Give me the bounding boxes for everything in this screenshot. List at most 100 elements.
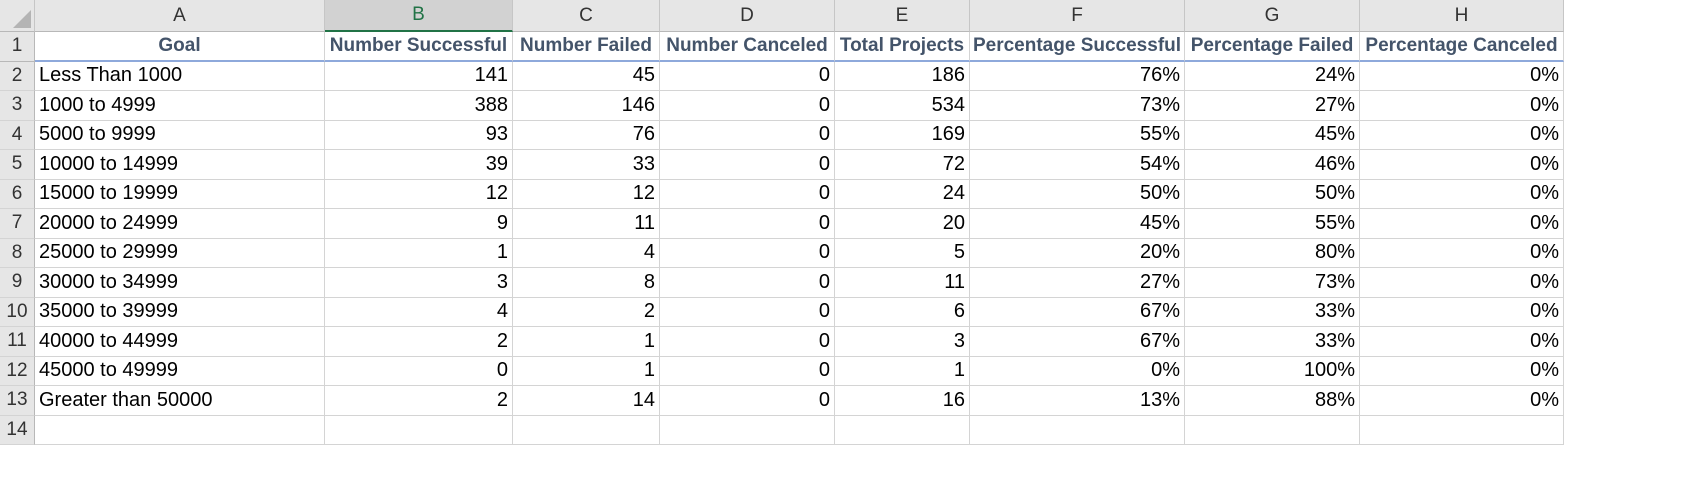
row-header-9[interactable]: 9 bbox=[0, 268, 35, 298]
value-cell[interactable]: 0% bbox=[1360, 297, 1564, 327]
goal-cell[interactable]: 25000 to 29999 bbox=[35, 238, 325, 268]
value-cell[interactable]: 0 bbox=[660, 356, 835, 386]
value-cell[interactable]: 55% bbox=[970, 120, 1185, 150]
row-header-4[interactable]: 4 bbox=[0, 120, 35, 150]
value-cell[interactable]: 0 bbox=[660, 91, 835, 121]
value-cell[interactable]: 11 bbox=[835, 268, 970, 298]
value-cell[interactable]: 24% bbox=[1185, 61, 1360, 91]
value-cell[interactable]: 0 bbox=[660, 238, 835, 268]
value-cell[interactable]: 0 bbox=[660, 120, 835, 150]
value-cell[interactable]: 6 bbox=[835, 297, 970, 327]
column-title-cell[interactable]: Percentage Canceled bbox=[1360, 32, 1564, 62]
row-header-1[interactable]: 1 bbox=[0, 32, 35, 62]
value-cell[interactable]: 46% bbox=[1185, 150, 1360, 180]
goal-cell[interactable]: Less Than 1000 bbox=[35, 61, 325, 91]
value-cell[interactable]: 45 bbox=[513, 61, 660, 91]
value-cell[interactable]: 0 bbox=[660, 179, 835, 209]
row-header-13[interactable]: 13 bbox=[0, 386, 35, 416]
value-cell[interactable]: 1 bbox=[835, 356, 970, 386]
value-cell[interactable]: 2 bbox=[325, 386, 513, 416]
value-cell[interactable]: 0% bbox=[1360, 238, 1564, 268]
column-title-cell[interactable]: Number Failed bbox=[513, 32, 660, 62]
value-cell[interactable]: 534 bbox=[835, 91, 970, 121]
row-header-10[interactable]: 10 bbox=[0, 297, 35, 327]
row-header-12[interactable]: 12 bbox=[0, 356, 35, 386]
value-cell[interactable]: 0% bbox=[1360, 61, 1564, 91]
value-cell[interactable]: 100% bbox=[1185, 356, 1360, 386]
value-cell[interactable]: 50% bbox=[1185, 179, 1360, 209]
value-cell[interactable]: 50% bbox=[970, 179, 1185, 209]
value-cell[interactable]: 73% bbox=[970, 91, 1185, 121]
value-cell[interactable]: 76% bbox=[970, 61, 1185, 91]
value-cell[interactable]: 33% bbox=[1185, 327, 1360, 357]
column-title-cell[interactable]: Goal bbox=[35, 32, 325, 62]
value-cell[interactable]: 1 bbox=[513, 327, 660, 357]
value-cell[interactable]: 0 bbox=[660, 61, 835, 91]
value-cell[interactable]: 2 bbox=[325, 327, 513, 357]
column-header-f[interactable]: F bbox=[970, 0, 1185, 32]
empty-cell[interactable] bbox=[35, 415, 325, 445]
value-cell[interactable]: 39 bbox=[325, 150, 513, 180]
value-cell[interactable]: 88% bbox=[1185, 386, 1360, 416]
goal-cell[interactable]: 1000 to 4999 bbox=[35, 91, 325, 121]
value-cell[interactable]: 4 bbox=[325, 297, 513, 327]
value-cell[interactable]: 0% bbox=[1360, 91, 1564, 121]
empty-cell[interactable] bbox=[970, 415, 1185, 445]
value-cell[interactable]: 0% bbox=[1360, 209, 1564, 239]
goal-cell[interactable]: Greater than 50000 bbox=[35, 386, 325, 416]
value-cell[interactable]: 0 bbox=[660, 268, 835, 298]
value-cell[interactable]: 0% bbox=[1360, 327, 1564, 357]
value-cell[interactable]: 12 bbox=[325, 179, 513, 209]
empty-cell[interactable] bbox=[513, 415, 660, 445]
value-cell[interactable]: 0 bbox=[660, 327, 835, 357]
value-cell[interactable]: 45% bbox=[1185, 120, 1360, 150]
value-cell[interactable]: 24 bbox=[835, 179, 970, 209]
value-cell[interactable]: 0% bbox=[970, 356, 1185, 386]
select-all-corner[interactable] bbox=[0, 0, 35, 32]
value-cell[interactable]: 0% bbox=[1360, 179, 1564, 209]
value-cell[interactable]: 2 bbox=[513, 297, 660, 327]
column-title-cell[interactable]: Number Successful bbox=[325, 32, 513, 62]
column-header-e[interactable]: E bbox=[835, 0, 970, 32]
column-title-cell[interactable]: Number Canceled bbox=[660, 32, 835, 62]
value-cell[interactable]: 20% bbox=[970, 238, 1185, 268]
empty-cell[interactable] bbox=[835, 415, 970, 445]
row-header-8[interactable]: 8 bbox=[0, 238, 35, 268]
value-cell[interactable]: 1 bbox=[325, 238, 513, 268]
column-header-b[interactable]: B bbox=[325, 0, 513, 32]
value-cell[interactable]: 0% bbox=[1360, 356, 1564, 386]
value-cell[interactable]: 0% bbox=[1360, 150, 1564, 180]
goal-cell[interactable]: 5000 to 9999 bbox=[35, 120, 325, 150]
goal-cell[interactable]: 30000 to 34999 bbox=[35, 268, 325, 298]
row-header-6[interactable]: 6 bbox=[0, 179, 35, 209]
value-cell[interactable]: 80% bbox=[1185, 238, 1360, 268]
value-cell[interactable]: 33 bbox=[513, 150, 660, 180]
value-cell[interactable]: 9 bbox=[325, 209, 513, 239]
value-cell[interactable]: 0 bbox=[660, 150, 835, 180]
goal-cell[interactable]: 10000 to 14999 bbox=[35, 150, 325, 180]
column-title-cell[interactable]: Percentage Successful bbox=[970, 32, 1185, 62]
value-cell[interactable]: 14 bbox=[513, 386, 660, 416]
empty-cell[interactable] bbox=[1360, 415, 1564, 445]
value-cell[interactable]: 76 bbox=[513, 120, 660, 150]
value-cell[interactable]: 1 bbox=[513, 356, 660, 386]
column-header-a[interactable]: A bbox=[35, 0, 325, 32]
value-cell[interactable]: 8 bbox=[513, 268, 660, 298]
value-cell[interactable]: 11 bbox=[513, 209, 660, 239]
value-cell[interactable]: 0 bbox=[660, 209, 835, 239]
value-cell[interactable]: 93 bbox=[325, 120, 513, 150]
value-cell[interactable]: 388 bbox=[325, 91, 513, 121]
value-cell[interactable]: 0 bbox=[660, 386, 835, 416]
value-cell[interactable]: 27% bbox=[970, 268, 1185, 298]
row-header-14[interactable]: 14 bbox=[0, 415, 35, 445]
column-header-h[interactable]: H bbox=[1360, 0, 1564, 32]
column-header-d[interactable]: D bbox=[660, 0, 835, 32]
value-cell[interactable]: 186 bbox=[835, 61, 970, 91]
value-cell[interactable]: 16 bbox=[835, 386, 970, 416]
row-header-3[interactable]: 3 bbox=[0, 91, 35, 121]
empty-cell[interactable] bbox=[1185, 415, 1360, 445]
value-cell[interactable]: 0 bbox=[325, 356, 513, 386]
column-title-cell[interactable]: Total Projects bbox=[835, 32, 970, 62]
column-header-g[interactable]: G bbox=[1185, 0, 1360, 32]
value-cell[interactable]: 73% bbox=[1185, 268, 1360, 298]
